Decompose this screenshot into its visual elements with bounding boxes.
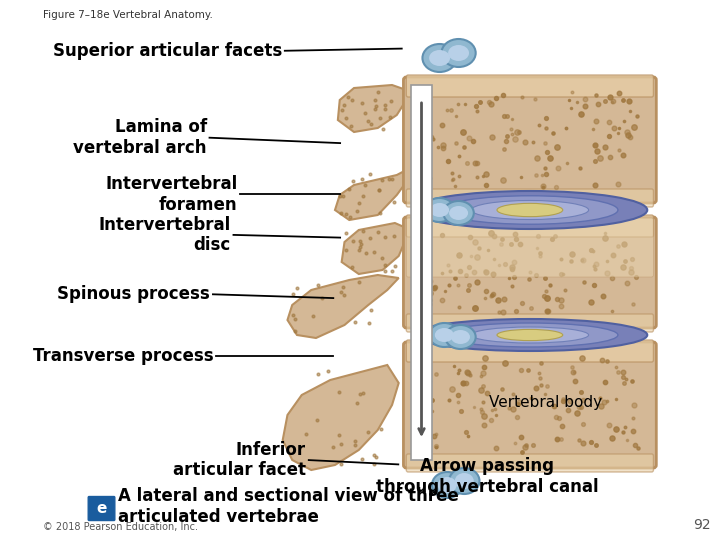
FancyBboxPatch shape [406, 340, 654, 362]
Ellipse shape [451, 330, 470, 344]
Ellipse shape [413, 319, 647, 351]
Polygon shape [342, 223, 406, 274]
Text: Transverse process: Transverse process [33, 347, 214, 366]
FancyBboxPatch shape [89, 496, 114, 521]
FancyBboxPatch shape [406, 189, 654, 207]
FancyBboxPatch shape [406, 75, 654, 97]
Ellipse shape [429, 50, 450, 66]
Ellipse shape [438, 477, 456, 493]
Ellipse shape [424, 198, 455, 222]
Ellipse shape [497, 329, 563, 341]
Polygon shape [283, 365, 399, 470]
Ellipse shape [448, 45, 469, 61]
Ellipse shape [444, 201, 474, 225]
Text: Superior articular facets: Superior articular facets [53, 42, 282, 60]
Ellipse shape [442, 323, 618, 347]
Text: © 2018 Pearson Education, Inc.: © 2018 Pearson Education, Inc. [43, 522, 198, 532]
Bar [411, 85, 432, 460]
Text: Lamina of
vertebral arch: Lamina of vertebral arch [73, 118, 207, 157]
Ellipse shape [449, 206, 468, 220]
Ellipse shape [441, 39, 476, 67]
Text: Arrow passing
through vertebral canal: Arrow passing through vertebral canal [376, 457, 598, 496]
Ellipse shape [455, 473, 474, 489]
FancyBboxPatch shape [406, 454, 654, 472]
Ellipse shape [449, 468, 480, 494]
Ellipse shape [497, 204, 563, 217]
FancyBboxPatch shape [406, 215, 654, 237]
Ellipse shape [432, 472, 462, 498]
Ellipse shape [445, 325, 476, 349]
Text: e: e [96, 501, 107, 516]
Ellipse shape [429, 323, 459, 347]
FancyBboxPatch shape [403, 217, 657, 328]
Polygon shape [338, 85, 406, 132]
Ellipse shape [442, 195, 618, 224]
Text: Figure 7–18e Vertebral Anatomy.: Figure 7–18e Vertebral Anatomy. [43, 10, 213, 20]
Ellipse shape [471, 327, 588, 343]
FancyBboxPatch shape [406, 218, 654, 277]
Text: Vertebral body: Vertebral body [489, 395, 602, 410]
Polygon shape [335, 170, 406, 220]
Text: Intervertebral
foramen: Intervertebral foramen [105, 175, 238, 214]
Ellipse shape [423, 44, 456, 72]
FancyBboxPatch shape [406, 314, 654, 332]
Text: Inferior
articular facet: Inferior articular facet [173, 441, 306, 480]
Ellipse shape [413, 191, 647, 229]
Text: A lateral and sectional view of three
articulated vertebrae: A lateral and sectional view of three ar… [117, 487, 459, 526]
Text: 92: 92 [693, 518, 711, 532]
Text: Intervertebral
disc: Intervertebral disc [99, 215, 230, 254]
Ellipse shape [471, 200, 588, 219]
Ellipse shape [435, 328, 454, 342]
FancyBboxPatch shape [403, 342, 657, 468]
Text: Spinous process: Spinous process [58, 285, 210, 303]
Polygon shape [287, 275, 399, 338]
FancyBboxPatch shape [403, 77, 657, 203]
Ellipse shape [430, 203, 449, 217]
